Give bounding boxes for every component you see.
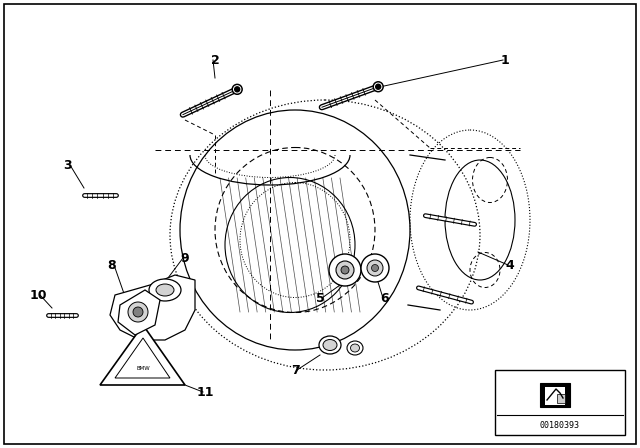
Text: 00180393: 00180393 bbox=[540, 421, 580, 430]
Circle shape bbox=[376, 84, 381, 89]
Text: 8: 8 bbox=[108, 258, 116, 271]
Bar bbox=[495, 370, 625, 435]
Text: 5: 5 bbox=[316, 292, 324, 305]
Circle shape bbox=[374, 83, 381, 90]
Bar bbox=[540, 383, 570, 407]
Ellipse shape bbox=[323, 340, 337, 350]
Ellipse shape bbox=[149, 279, 181, 301]
Circle shape bbox=[329, 254, 361, 286]
Ellipse shape bbox=[319, 336, 341, 354]
Text: 6: 6 bbox=[381, 292, 389, 305]
Text: BMW: BMW bbox=[136, 366, 150, 370]
Text: 10: 10 bbox=[29, 289, 47, 302]
Circle shape bbox=[371, 264, 378, 271]
Ellipse shape bbox=[351, 344, 360, 352]
Polygon shape bbox=[110, 275, 195, 340]
Bar bbox=[545, 387, 565, 405]
Ellipse shape bbox=[347, 341, 363, 355]
Polygon shape bbox=[557, 394, 565, 403]
Text: 4: 4 bbox=[506, 258, 515, 271]
Text: 1: 1 bbox=[500, 53, 509, 66]
Polygon shape bbox=[100, 325, 185, 385]
Circle shape bbox=[128, 302, 148, 322]
Circle shape bbox=[341, 266, 349, 274]
Circle shape bbox=[234, 86, 241, 93]
Text: 3: 3 bbox=[64, 159, 72, 172]
Circle shape bbox=[336, 261, 354, 279]
Polygon shape bbox=[118, 290, 160, 335]
Text: 2: 2 bbox=[211, 53, 220, 66]
Circle shape bbox=[361, 254, 389, 282]
Ellipse shape bbox=[156, 284, 174, 296]
Circle shape bbox=[367, 260, 383, 276]
Circle shape bbox=[235, 87, 240, 92]
Text: 9: 9 bbox=[180, 251, 189, 264]
Circle shape bbox=[133, 307, 143, 317]
Text: 11: 11 bbox=[196, 385, 214, 399]
Circle shape bbox=[232, 84, 242, 95]
Circle shape bbox=[373, 82, 383, 92]
Text: 7: 7 bbox=[291, 363, 300, 376]
